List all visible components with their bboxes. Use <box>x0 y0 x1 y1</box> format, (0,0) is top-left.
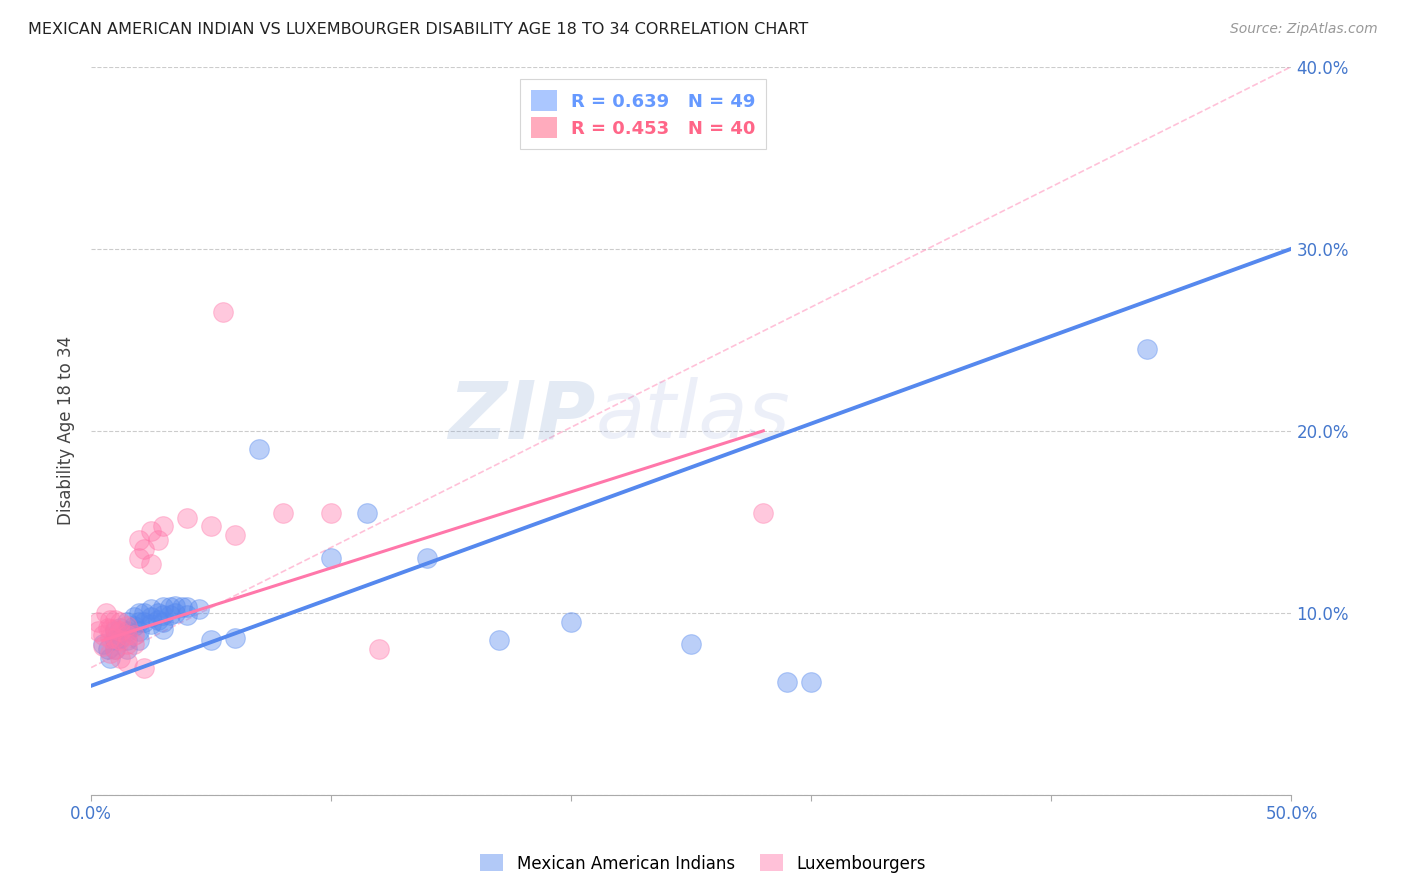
Point <box>115 637 138 651</box>
Point <box>560 615 582 629</box>
Point <box>152 600 174 615</box>
Point <box>224 527 246 541</box>
Point <box>124 609 146 624</box>
Point <box>152 607 174 622</box>
Text: atlas: atlas <box>595 377 790 455</box>
Point <box>141 557 163 571</box>
Point <box>176 600 198 615</box>
Point <box>98 651 121 665</box>
Point <box>124 637 146 651</box>
Point <box>115 633 138 648</box>
Point <box>141 524 163 538</box>
Point <box>132 606 155 620</box>
Point <box>87 624 110 639</box>
Point <box>104 633 127 648</box>
Point <box>104 623 127 637</box>
Point <box>752 506 775 520</box>
Point <box>104 613 127 627</box>
Point <box>776 675 799 690</box>
Point <box>356 506 378 520</box>
Text: ZIP: ZIP <box>449 377 595 455</box>
Text: Source: ZipAtlas.com: Source: ZipAtlas.com <box>1230 22 1378 37</box>
Point <box>200 633 222 648</box>
Point <box>128 615 150 629</box>
Legend: R = 0.639   N = 49, R = 0.453   N = 40: R = 0.639 N = 49, R = 0.453 N = 40 <box>520 79 766 149</box>
Point <box>212 305 235 319</box>
Point <box>108 624 131 639</box>
Point <box>224 632 246 646</box>
Point <box>132 615 155 629</box>
Point <box>104 632 127 646</box>
Point <box>128 624 150 639</box>
Point <box>165 606 187 620</box>
Point <box>1136 342 1159 356</box>
Point <box>128 606 150 620</box>
Y-axis label: Disability Age 18 to 34: Disability Age 18 to 34 <box>58 336 75 525</box>
Point <box>98 613 121 627</box>
Point <box>321 551 343 566</box>
Point <box>271 506 294 520</box>
Point <box>108 615 131 629</box>
Point <box>800 675 823 690</box>
Point <box>152 623 174 637</box>
Point <box>97 620 120 634</box>
Point <box>104 642 127 657</box>
Point <box>91 639 114 653</box>
Point <box>172 600 194 615</box>
Point <box>104 624 127 639</box>
Point <box>488 633 510 648</box>
Point <box>128 633 150 648</box>
Point <box>128 551 150 566</box>
Point <box>368 642 391 657</box>
Point <box>98 646 121 660</box>
Point <box>152 518 174 533</box>
Point <box>148 613 170 627</box>
Point <box>108 651 131 665</box>
Point <box>98 632 121 646</box>
Point <box>115 628 138 642</box>
Point <box>91 637 114 651</box>
Point <box>159 600 181 615</box>
Point <box>148 533 170 547</box>
Point <box>188 602 211 616</box>
Point <box>176 607 198 622</box>
Point <box>115 618 138 632</box>
Point <box>108 633 131 648</box>
Point <box>176 511 198 525</box>
Point <box>152 615 174 629</box>
Point <box>200 518 222 533</box>
Point <box>247 442 270 456</box>
Point <box>108 632 131 646</box>
Legend: Mexican American Indians, Luxembourgers: Mexican American Indians, Luxembourgers <box>474 847 932 880</box>
Point <box>94 606 117 620</box>
Point <box>87 615 110 629</box>
Point <box>132 660 155 674</box>
Point <box>416 551 439 566</box>
Point <box>98 623 121 637</box>
Point <box>141 609 163 624</box>
Point <box>159 607 181 622</box>
Point <box>165 599 187 613</box>
Point <box>115 655 138 669</box>
Point <box>124 628 146 642</box>
Point <box>115 615 138 629</box>
Point <box>148 606 170 620</box>
Point <box>104 642 127 657</box>
Text: MEXICAN AMERICAN INDIAN VS LUXEMBOURGER DISABILITY AGE 18 TO 34 CORRELATION CHAR: MEXICAN AMERICAN INDIAN VS LUXEMBOURGER … <box>28 22 808 37</box>
Point <box>124 618 146 632</box>
Point <box>132 542 155 557</box>
Point <box>681 637 703 651</box>
Point <box>115 642 138 657</box>
Point <box>141 616 163 631</box>
Point <box>108 620 131 634</box>
Point <box>115 624 138 639</box>
Point <box>128 533 150 547</box>
Point <box>97 642 120 657</box>
Point <box>91 628 114 642</box>
Point <box>321 506 343 520</box>
Point <box>141 602 163 616</box>
